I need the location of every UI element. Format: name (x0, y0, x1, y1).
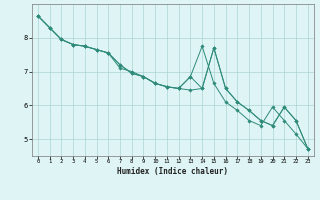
X-axis label: Humidex (Indice chaleur): Humidex (Indice chaleur) (117, 167, 228, 176)
